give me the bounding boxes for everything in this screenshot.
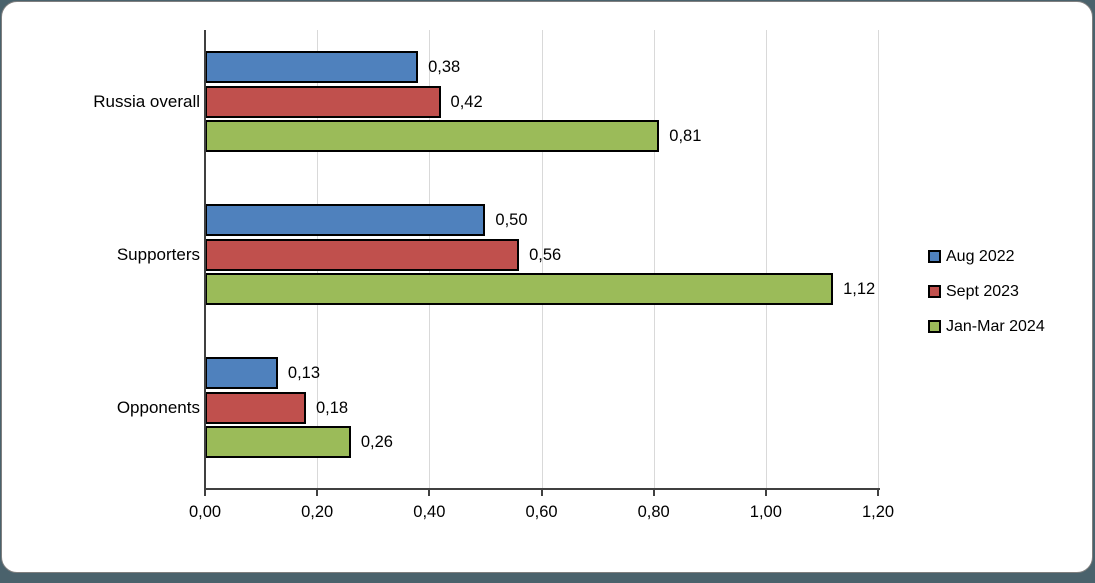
bar-jan-mar-2024-supporters <box>205 273 834 305</box>
axis-tick-mark <box>428 490 431 496</box>
legend: Aug 2022 Sept 2023 Jan-Mar 2024 <box>928 246 1045 351</box>
bar-value-label-jan-mar-2024-opponents: 0,26 <box>360 433 393 451</box>
bar-jan-mar-2024-opponents <box>205 426 351 458</box>
bar-sept-2023-opponents <box>205 391 306 424</box>
value-axis-tick-label: 0,80 <box>637 503 670 521</box>
bar-value-label-sept-2023-opponents: 0,18 <box>315 398 349 417</box>
value-axis-tick-label: 1,20 <box>861 503 895 521</box>
value-axis-line <box>204 488 880 490</box>
gridline <box>765 30 767 489</box>
axis-tick-mark <box>764 490 767 496</box>
bar-value-label-aug-2022-russia-overall: 0,38 <box>428 58 461 76</box>
bar-value-label-aug-2022-opponents: 0,13 <box>287 364 321 382</box>
axis-tick-mark <box>652 490 655 496</box>
axis-tick-mark <box>204 490 206 496</box>
bar-jan-mar-2024-russia-overall <box>205 120 660 152</box>
gridline <box>878 30 879 489</box>
bar-value-label-sept-2023-russia-overall: 0,42 <box>450 92 483 111</box>
legend-item-aug-2022: Aug 2022 <box>928 246 1045 267</box>
gridline <box>653 30 655 489</box>
bar-aug-2022-opponents <box>205 357 278 389</box>
bar-sept-2023-russia-overall <box>205 85 441 118</box>
bar-value-label-aug-2022-supporters: 0,50 <box>495 211 528 229</box>
bar-sept-2023-supporters <box>205 238 520 271</box>
category-axis-line <box>204 30 206 490</box>
bar-value-label-jan-mar-2024-russia-overall: 0,81 <box>669 127 702 145</box>
legend-item-sept-2023: Sept 2023 <box>928 281 1045 302</box>
bar-value-label-sept-2023-supporters: 0,56 <box>529 245 562 264</box>
legend-item-label: Aug 2022 <box>946 248 1015 265</box>
bar-aug-2022-supporters <box>205 204 486 236</box>
gridline <box>541 30 543 489</box>
category-label-opponents: Opponents <box>116 398 200 417</box>
category-label-supporters: Supporters <box>116 245 200 264</box>
axis-tick-mark <box>877 490 879 496</box>
value-axis-tick-label: 0,60 <box>525 503 558 521</box>
value-axis-tick-label: 1,00 <box>749 503 782 521</box>
category-label-russia-overall: Russia overall <box>93 92 200 111</box>
axis-tick-mark <box>316 490 319 496</box>
legend-item-label: Jan-Mar 2024 <box>946 318 1045 335</box>
value-axis-tick-label: 0,20 <box>301 503 334 521</box>
legend-item-label: Sept 2023 <box>946 283 1019 300</box>
legend-swatch-sept-2023-icon <box>928 285 941 298</box>
value-axis-tick-label: 0,00 <box>188 503 222 521</box>
bar-aug-2022-russia-overall <box>205 51 419 83</box>
axis-tick-mark <box>540 490 543 496</box>
legend-swatch-aug-2022-icon <box>928 250 941 263</box>
legend-swatch-jan-mar-2024-icon <box>928 320 941 333</box>
value-axis-tick-label: 0,40 <box>413 503 446 521</box>
legend-item-jan-mar-2024: Jan-Mar 2024 <box>928 316 1045 337</box>
bar-value-label-jan-mar-2024-supporters: 1,12 <box>843 280 876 298</box>
